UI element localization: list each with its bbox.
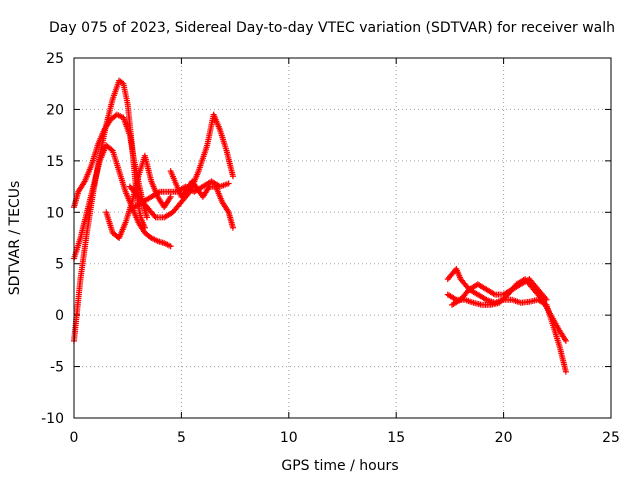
x-tick-label: 25 (602, 430, 620, 446)
data-point (543, 296, 550, 303)
x-axis-label: GPS time / hours (281, 458, 398, 474)
y-tick-label: 25 (46, 51, 64, 67)
data-point (229, 224, 236, 231)
y-tick-label: 0 (55, 308, 64, 324)
series-track-3 (71, 142, 174, 262)
data-point (167, 243, 174, 250)
data-point (229, 173, 236, 180)
y-tick-label: 20 (46, 102, 64, 118)
series-track-4 (103, 152, 174, 241)
chart-title: Day 075 of 2023, Sidereal Day-to-day VTE… (49, 20, 615, 36)
y-tick-label: 10 (46, 205, 64, 221)
x-tick-label: 20 (495, 430, 513, 446)
grid-lines (74, 58, 611, 418)
series-track-10 (449, 276, 550, 308)
data-point (562, 368, 569, 375)
y-tick-label: 15 (46, 154, 64, 170)
series-track-8 (444, 265, 569, 375)
x-tick-label: 10 (280, 430, 298, 446)
x-tick-label: 15 (387, 430, 405, 446)
data-point (167, 193, 174, 200)
series-track-7 (167, 168, 236, 231)
y-tick-label: 5 (55, 257, 64, 273)
y-axis-label: SDTVAR / TECUs (7, 181, 23, 296)
plot-frame (73, 57, 612, 419)
data-point (225, 180, 232, 187)
x-tick-label: 0 (70, 430, 79, 446)
y-tick-label: -10 (41, 411, 64, 427)
data-point (144, 214, 151, 221)
y-tick-label: -5 (50, 360, 64, 376)
data-point (562, 337, 569, 344)
series-track-9 (444, 276, 569, 344)
x-tick-label: 5 (177, 430, 186, 446)
data-points (71, 77, 569, 375)
